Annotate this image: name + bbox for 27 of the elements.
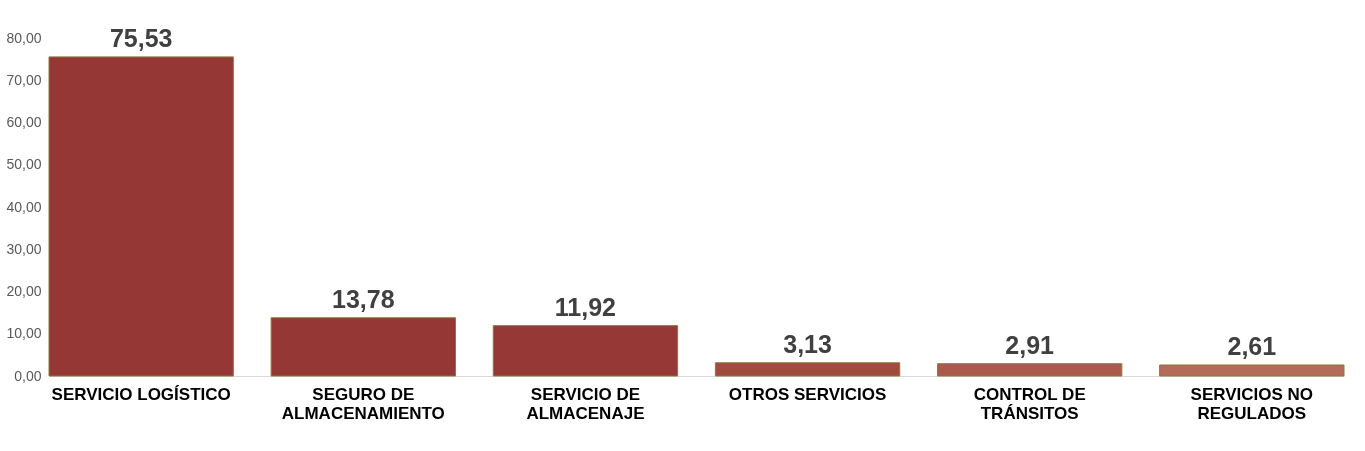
bar [492, 325, 679, 377]
y-tick-label: 50,00 [6, 156, 42, 173]
x-tick-label: SEGURO DE ALMACENAMIENTO [281, 384, 445, 423]
data-label: 3,13 [783, 329, 832, 358]
x-tick-label: SERVICIOS NO REGULADOS [1190, 384, 1314, 423]
x-tick-label: CONTROL DE TRÁNSITOS [973, 384, 1086, 423]
y-tick-label: 10,00 [6, 325, 42, 342]
y-tick-label: 80,00 [6, 29, 42, 46]
y-tick-label: 30,00 [6, 240, 42, 257]
data-label: 11,92 [554, 292, 617, 321]
x-tick-label: OTROS SERVICIOS [728, 384, 887, 404]
x-tick-label: SERVICIO DE ALMACENAJE [526, 384, 645, 423]
data-label: 2,91 [1005, 330, 1055, 359]
data-label: 13,78 [332, 284, 395, 313]
y-tick-label: 70,00 [6, 71, 42, 88]
data-label: 2,61 [1227, 331, 1277, 360]
y-tick-label: 60,00 [6, 114, 42, 130]
bar [48, 56, 234, 377]
bar [937, 363, 1123, 377]
bar [714, 362, 901, 377]
y-tick-label: 0,00 [14, 367, 42, 384]
y-tick-label: 20,00 [6, 283, 42, 299]
y-tick-label: 40,00 [6, 198, 42, 215]
x-tick-label: SERVICIO LOGÍSTICO [51, 384, 231, 404]
data-label: 75,53 [109, 23, 173, 52]
bar [1159, 364, 1345, 377]
bar [270, 317, 456, 377]
